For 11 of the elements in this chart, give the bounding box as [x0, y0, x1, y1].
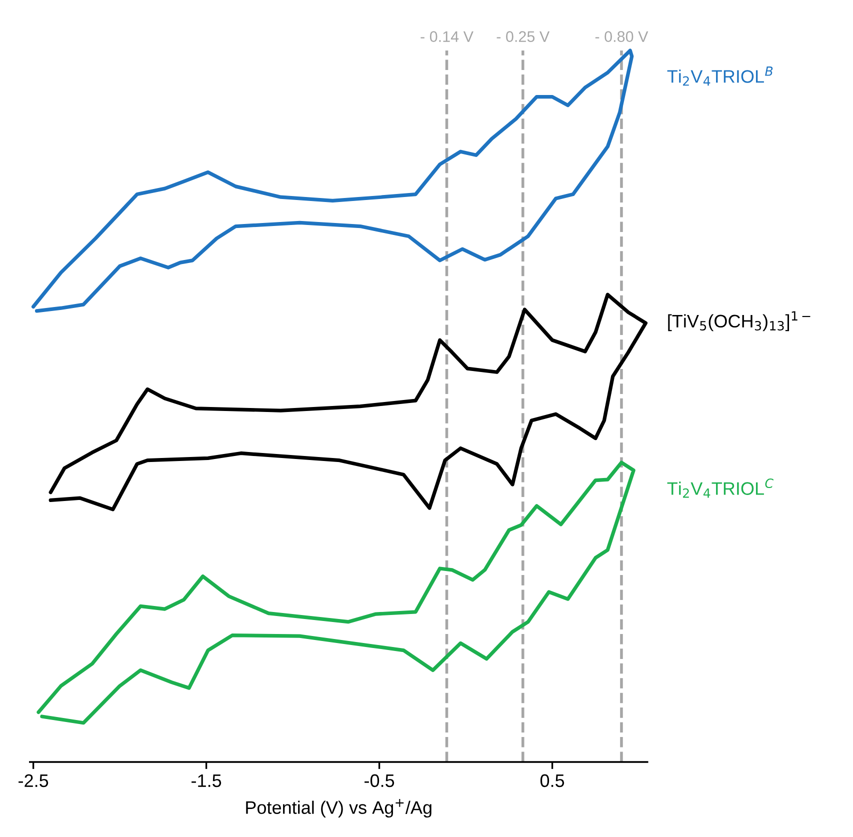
x-tick-label: -0.5: [364, 774, 394, 788]
ref-line-label: - 0.80 V: [595, 31, 648, 42]
text: Ti$_{2}$V$_{4}$TRIOL$^{B}$: [667, 66, 773, 86]
series-label: [TiV$_{5}$(OCH$_{3}$)$_{13}$]$^{1−}$: [668, 311, 810, 332]
x-tick-label: -1.5: [192, 774, 222, 788]
x-tick-label: -2.5: [18, 774, 48, 788]
x-axis-title: Potential (V) vs Ag$^{+}$/Ag: [246, 798, 432, 818]
ref-line-label: - 0.25 V: [496, 31, 550, 42]
series-label: Ti$_{2}$V$_{4}$TRIOL$^{C}$: [667, 478, 774, 498]
x-tick-label: 0.5: [540, 774, 564, 788]
ref-line-label: - 0.14 V: [420, 31, 474, 42]
